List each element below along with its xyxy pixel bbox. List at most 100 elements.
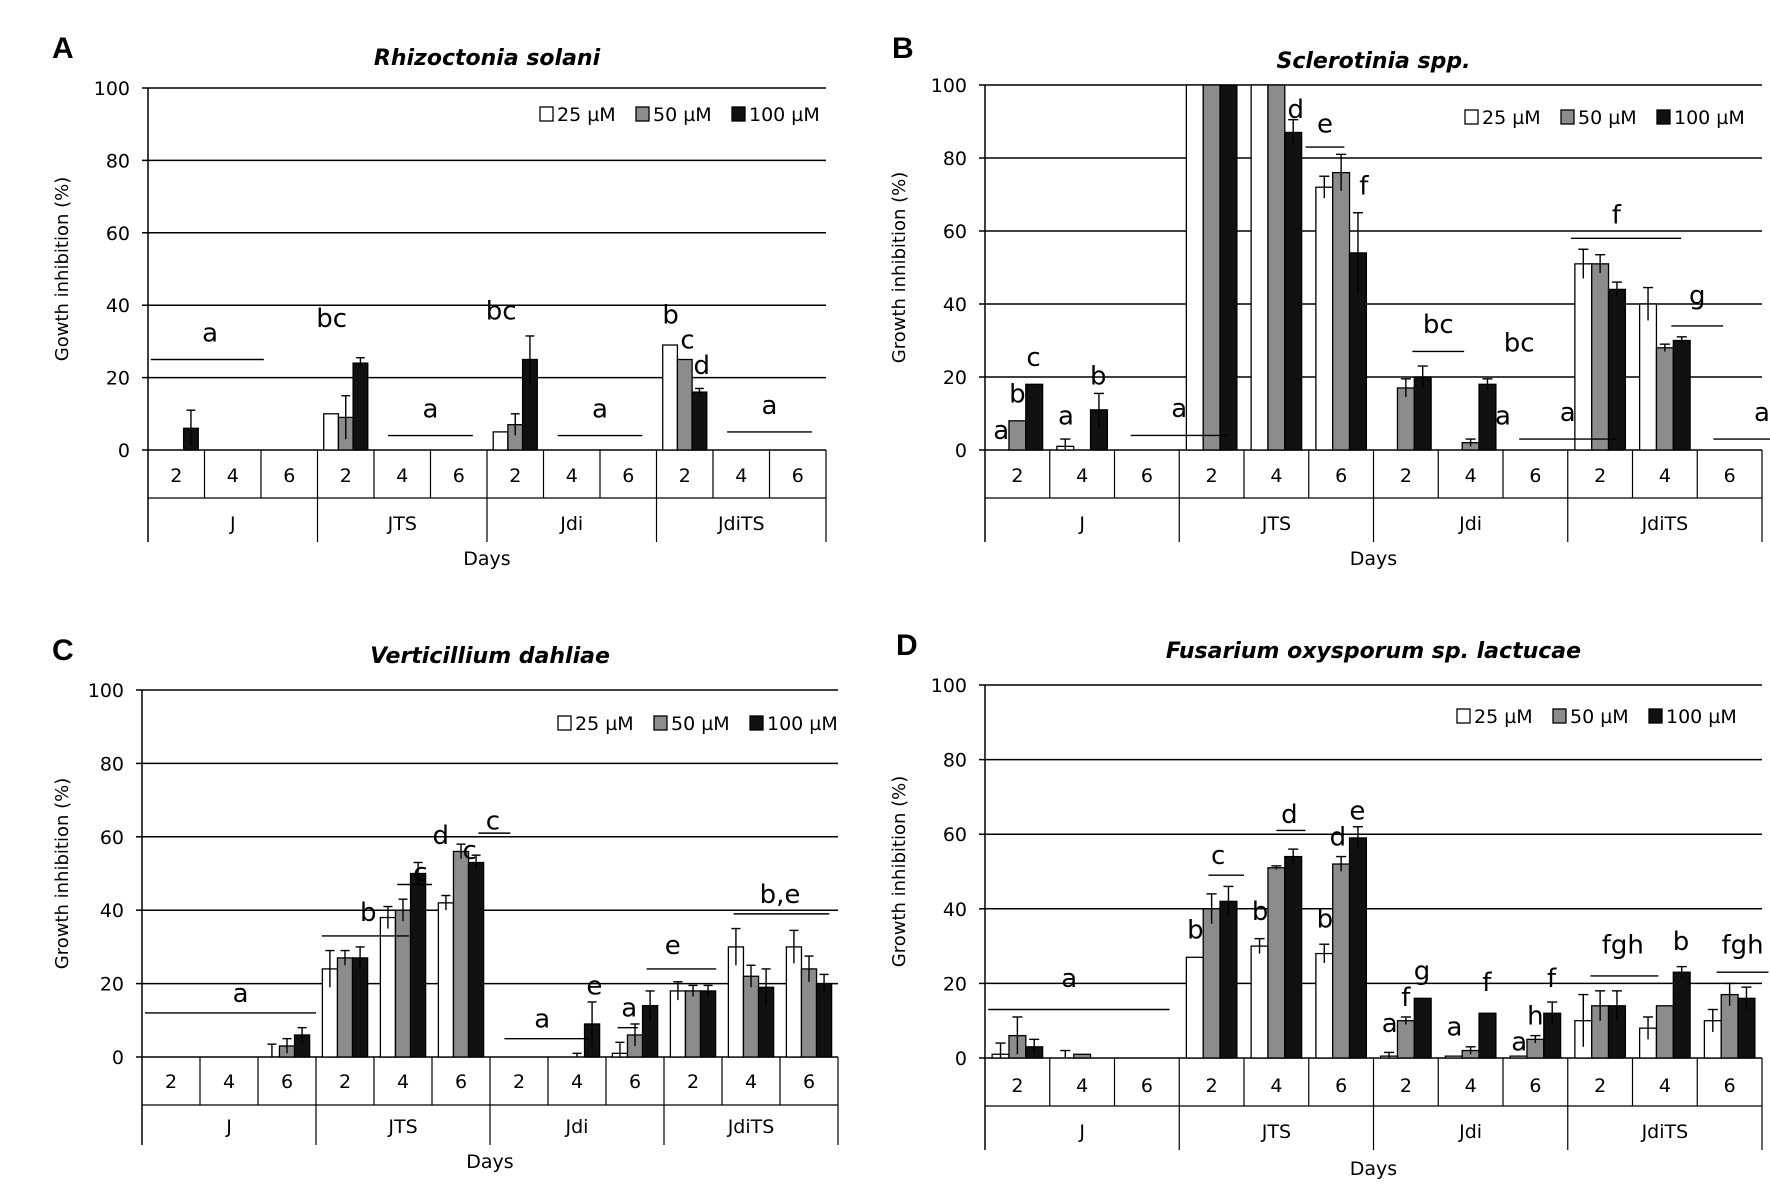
day-label: 4 (1659, 465, 1671, 487)
chart-title: Fusarium oxysporum sp. lactucae (1166, 639, 1581, 664)
significance-letter: e (1317, 109, 1333, 139)
significance-letter: fgh (1602, 931, 1644, 961)
bar (1284, 855, 1303, 1059)
day-label: 4 (1465, 1075, 1477, 1097)
day-label: 2 (1594, 465, 1606, 487)
bar (1574, 263, 1593, 451)
significance-letter: h (1527, 1001, 1543, 1031)
error-bar (1724, 982, 1735, 1006)
y-tick-label: 40 (943, 294, 967, 316)
group-label: Jdi (1458, 513, 1482, 535)
error-bar (1707, 1008, 1718, 1032)
y-tick-label: 80 (100, 753, 124, 775)
panel-letter: D (896, 629, 918, 662)
day-label: 6 (622, 465, 634, 487)
error-bar (1611, 281, 1623, 297)
bar (1638, 303, 1658, 451)
day-label: 6 (1724, 1075, 1736, 1097)
day-label: 2 (1206, 1075, 1218, 1097)
day-label: 4 (1465, 465, 1477, 487)
x-axis-label: Days (1350, 548, 1397, 570)
bar (1655, 347, 1674, 451)
bar (379, 916, 397, 1058)
error-bar (804, 955, 814, 982)
y-axis-label: Growth inhibition (%) (889, 776, 910, 967)
bar (1284, 131, 1303, 451)
error-bar (1659, 343, 1670, 352)
significance-letter: b (1009, 380, 1026, 410)
legend-label: 50 µM (1578, 107, 1637, 129)
significance-letter: e (586, 972, 602, 1002)
day-label: 4 (745, 1071, 757, 1093)
error-bar (1271, 865, 1282, 870)
y-axis-label: Gowth inhibition (%) (52, 177, 73, 361)
bar (1655, 1005, 1674, 1059)
bar (1250, 945, 1269, 1059)
error-bar (1319, 943, 1330, 963)
day-label: 4 (397, 1071, 409, 1093)
error-bar (1595, 990, 1606, 1021)
day-label: 4 (1659, 1075, 1671, 1097)
bar (800, 968, 818, 1058)
legend-swatch (1464, 109, 1479, 125)
bar (1478, 1012, 1497, 1059)
group-label: JTS (1261, 1121, 1291, 1143)
group-label: JdiTS (717, 513, 765, 535)
significance-letter: e (1349, 796, 1365, 826)
significance-letter: a (1495, 401, 1511, 431)
day-label: 2 (1011, 465, 1023, 487)
day-label: 6 (629, 1071, 641, 1093)
error-bar (1352, 212, 1364, 294)
group-label: JTS (387, 513, 417, 535)
error-bar (1595, 254, 1606, 273)
y-tick-label: 100 (931, 75, 967, 97)
error-bar (1676, 336, 1687, 345)
significance-letter: g (1414, 957, 1431, 987)
significance-letter: c (413, 858, 427, 888)
bar (1332, 171, 1351, 451)
chart-title: Verticillium dahliae (370, 644, 610, 669)
legend-label: 50 µM (653, 104, 712, 126)
significance-letter: a (993, 416, 1009, 446)
group-label: Jdi (565, 1116, 589, 1138)
error-bar (587, 1001, 597, 1046)
group-label: JdiTS (727, 1116, 775, 1138)
day-label: 6 (803, 1071, 815, 1093)
y-tick-label: 0 (118, 440, 130, 462)
bar (1008, 420, 1027, 451)
bar (492, 431, 509, 451)
significance-letter: d (432, 821, 449, 851)
day-label: 4 (1076, 465, 1088, 487)
panel-letter: A (52, 32, 74, 65)
error-bar (413, 861, 423, 885)
legend-label: 25 µM (575, 713, 634, 735)
day-label: 6 (453, 465, 465, 487)
legend-label: 50 µM (1570, 706, 1629, 728)
significance-letter: a (1382, 1009, 1398, 1039)
legend: 25 µM 50 µM 100 µM (1464, 107, 1745, 129)
bar (1315, 952, 1334, 1059)
bar (684, 990, 702, 1058)
day-label: 4 (227, 465, 239, 487)
error-bar (1029, 1038, 1040, 1055)
error-bar (282, 1037, 292, 1054)
error-bar (1400, 378, 1411, 398)
significance-letter: bc (1423, 310, 1454, 340)
significance-letter: a (1560, 398, 1576, 428)
day-label: 6 (1141, 465, 1153, 487)
error-bar (746, 964, 756, 988)
bar (1219, 84, 1238, 451)
significance-letter: a (1754, 398, 1770, 428)
significance-letter: a (1061, 964, 1077, 994)
legend-label: 25 µM (1482, 107, 1541, 129)
significance-letter: f (1359, 172, 1369, 202)
error-bar (340, 949, 350, 966)
significance-letter: b (1090, 361, 1107, 391)
y-tick-label: 20 (106, 368, 130, 390)
bar (1185, 84, 1204, 451)
error-bar (572, 1052, 582, 1057)
bar (1672, 339, 1691, 451)
day-label: 4 (396, 465, 408, 487)
error-bar (615, 1041, 625, 1057)
